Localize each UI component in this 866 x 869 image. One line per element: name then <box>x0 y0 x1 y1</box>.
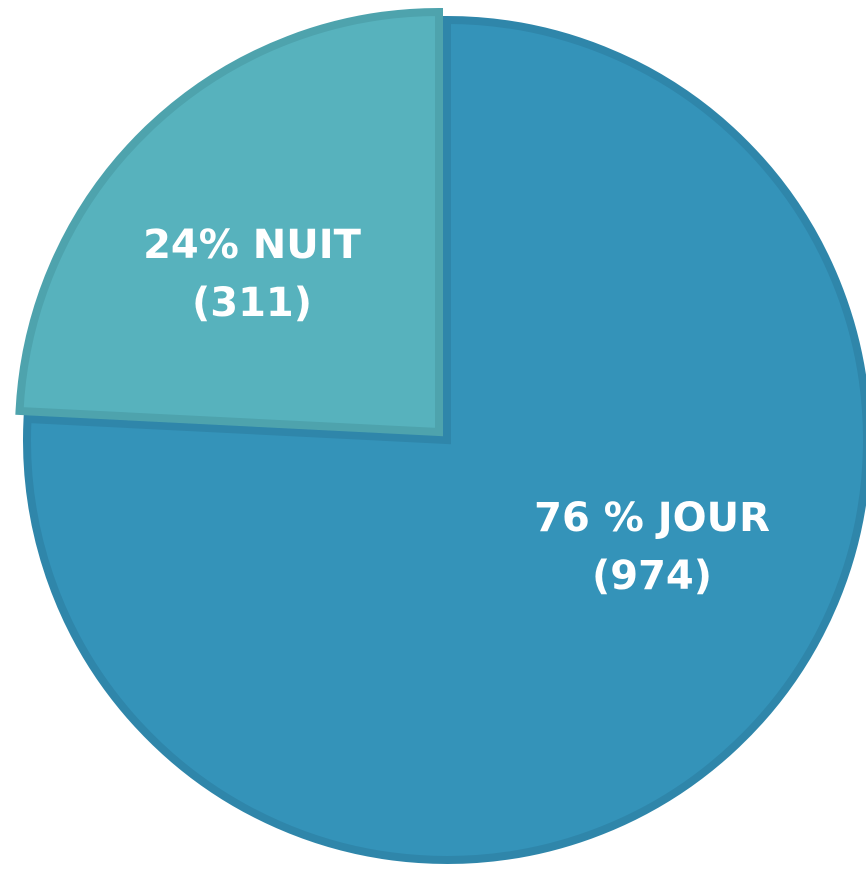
slice-label: 76 % JOUR <box>534 495 770 541</box>
slice-value-label: (974) <box>592 553 712 599</box>
slice-label: 24% NUIT <box>143 222 362 268</box>
pie-slice <box>23 15 866 864</box>
pie-slice <box>15 7 443 437</box>
slice-value-label: (311) <box>192 280 312 326</box>
